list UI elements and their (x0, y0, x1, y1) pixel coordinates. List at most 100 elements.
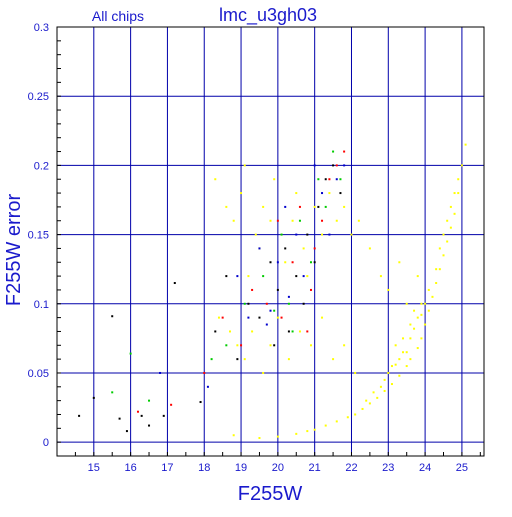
data-point (251, 288, 254, 291)
y-tick-label: 0.1 (34, 299, 49, 311)
data-point (287, 358, 290, 361)
data-point (420, 337, 423, 340)
data-point (243, 358, 246, 361)
data-point (449, 226, 452, 229)
data-point (309, 288, 312, 291)
data-point (298, 219, 301, 222)
data-point (387, 371, 390, 374)
y-tick-label: 0 (43, 437, 49, 449)
data-point (313, 247, 316, 250)
data-point (140, 414, 143, 417)
data-point (321, 233, 324, 236)
data-point (424, 323, 427, 326)
tick-labels: 15 16 17 18 19 20 21 22 23 24 25 0 0.05 0.1 0.15 0.2 0.2… (28, 22, 468, 474)
data-point (398, 358, 401, 361)
data-point (232, 219, 235, 222)
data-point (446, 240, 449, 243)
data-point (332, 150, 335, 153)
data-point (394, 363, 397, 366)
x-tick-label: 18 (198, 462, 210, 474)
data-point (243, 302, 246, 305)
data-point (291, 261, 294, 264)
data-point (317, 205, 320, 208)
data-point (343, 164, 346, 167)
data-point (416, 275, 419, 278)
data-point (460, 164, 463, 167)
data-point (368, 247, 371, 250)
x-tick-label: 20 (272, 462, 284, 474)
data-point (148, 399, 151, 402)
data-point (402, 337, 405, 340)
data-point (324, 178, 327, 181)
data-point (416, 347, 419, 350)
data-point (438, 268, 441, 271)
data-point (269, 219, 272, 222)
data-point (313, 261, 316, 264)
data-point (328, 192, 331, 195)
y-tick-label: 0.2 (34, 160, 49, 172)
data-point (92, 396, 95, 399)
data-point (306, 275, 309, 278)
x-tick-label: 23 (382, 462, 394, 474)
x-tick-label: 19 (235, 462, 247, 474)
data-point (280, 316, 283, 319)
data-point (457, 178, 460, 181)
data-point (361, 407, 364, 410)
data-point (442, 254, 445, 257)
data-point (118, 417, 121, 420)
data-point (335, 420, 338, 423)
data-point (162, 414, 165, 417)
data-point (258, 247, 261, 250)
data-point (210, 358, 213, 361)
data-point (265, 302, 268, 305)
data-point (339, 192, 342, 195)
data-point (276, 261, 279, 264)
data-point (276, 435, 279, 438)
data-point (306, 430, 309, 433)
data-point (335, 178, 338, 181)
data-point (221, 316, 224, 319)
data-point (346, 416, 349, 419)
data-point (232, 434, 235, 437)
data-point (199, 401, 202, 404)
data-point (291, 330, 294, 333)
data-point (295, 192, 298, 195)
data-point (136, 410, 139, 413)
data-point (409, 358, 412, 361)
data-point (398, 374, 401, 377)
data-points (78, 143, 467, 440)
data-point (409, 323, 412, 326)
data-point (431, 295, 434, 298)
data-point (111, 391, 114, 394)
data-point (302, 247, 305, 250)
data-point (214, 330, 217, 333)
data-point (387, 288, 390, 291)
y-tick-label: 0.3 (34, 22, 49, 34)
data-point (148, 424, 151, 427)
x-tick-label: 17 (161, 462, 173, 474)
data-point (405, 302, 408, 305)
data-point (328, 178, 331, 181)
data-point (173, 282, 176, 285)
data-point (236, 358, 239, 361)
data-point (335, 164, 338, 167)
data-point (453, 192, 456, 195)
data-point (254, 233, 257, 236)
data-point (111, 315, 114, 318)
y-tick-label: 0.25 (28, 91, 49, 103)
data-point (379, 275, 382, 278)
data-point (339, 178, 342, 181)
data-point (309, 261, 312, 264)
data-point (383, 378, 386, 381)
data-point (269, 309, 272, 312)
data-point (413, 309, 416, 312)
data-point (243, 164, 246, 167)
data-point (350, 233, 353, 236)
data-point (420, 302, 423, 305)
data-point (280, 233, 283, 236)
data-point (295, 233, 298, 236)
data-point (203, 371, 206, 374)
data-point (427, 288, 430, 291)
data-point (413, 327, 416, 330)
